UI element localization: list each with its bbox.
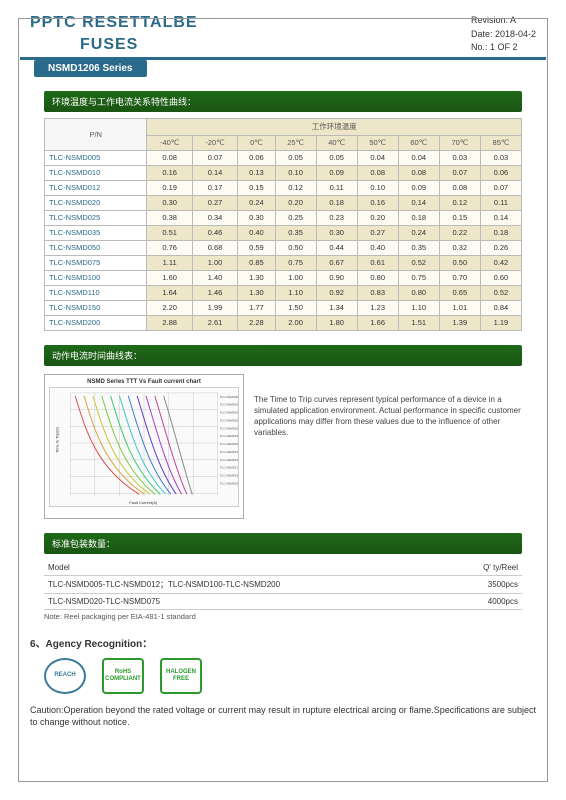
- svg-text:TLC-NSMD012: TLC-NSMD012: [220, 410, 238, 414]
- svg-text:TLC-NSMD200: TLC-NSMD200: [220, 481, 238, 485]
- svg-text:Fault Current(A): Fault Current(A): [129, 500, 158, 505]
- svg-text:TLC-NSMD100: TLC-NSMD100: [220, 457, 238, 461]
- chart-plot: TLC-NSMD005 TLC-NSMD010 TLC-NSMD012 TLC-NSM…: [49, 387, 239, 507]
- svg-text:TLC-NSMD020: TLC-NSMD020: [220, 418, 238, 422]
- chart-box: NSMD Series TTT Vs Fault current chart T…: [44, 374, 244, 519]
- svg-text:TLC-NSMD110: TLC-NSMD110: [220, 465, 238, 469]
- svg-text:TLC-NSMD035: TLC-NSMD035: [220, 434, 238, 438]
- svg-text:TLC-NSMD005: TLC-NSMD005: [220, 394, 238, 398]
- chart-svg: TLC-NSMD005 TLC-NSMD010 TLC-NSMD012 TLC-NSM…: [50, 388, 238, 506]
- svg-text:TLC-NSMD025: TLC-NSMD025: [220, 426, 238, 430]
- svg-text:TLC-NSMD150: TLC-NSMD150: [220, 473, 238, 477]
- svg-text:TLC-NSMD075: TLC-NSMD075: [220, 449, 238, 453]
- svg-text:TLC-NSMD010: TLC-NSMD010: [220, 402, 238, 406]
- svg-text:TLC-NSMD050: TLC-NSMD050: [220, 442, 238, 446]
- svg-text:Time to Trip(S): Time to Trip(S): [54, 426, 59, 452]
